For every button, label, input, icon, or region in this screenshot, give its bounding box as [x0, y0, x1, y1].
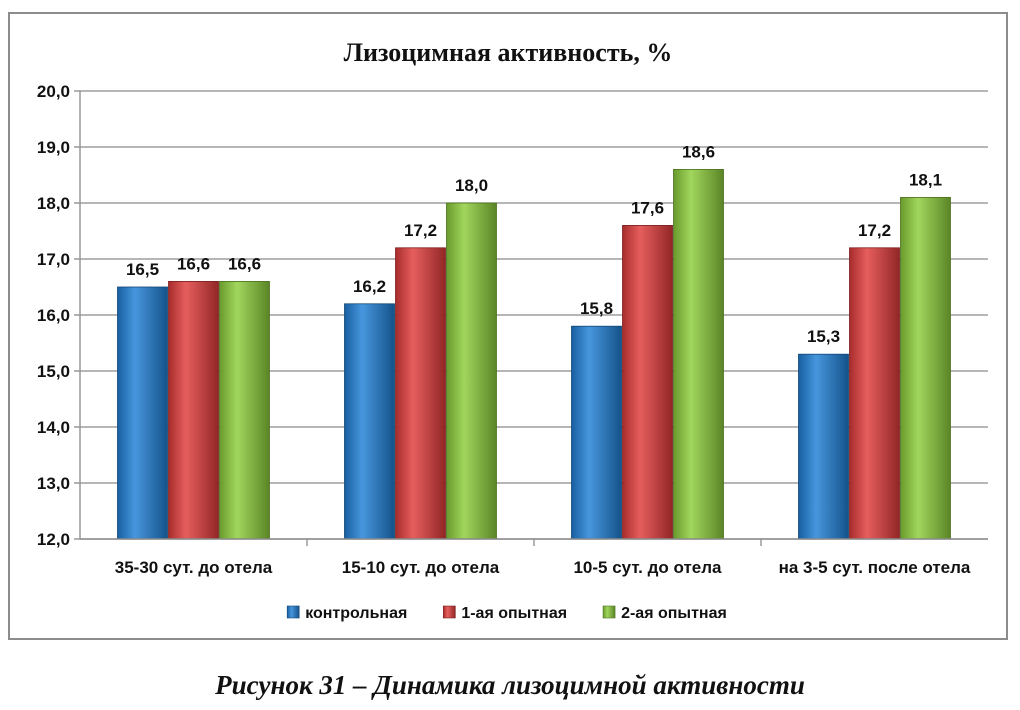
legend: контрольная 1-ая опытная 2-ая опытная	[286, 605, 727, 622]
y-tick-label: 17,0	[37, 250, 70, 269]
x-axis-categories: 35-30 сут. до отела 15-10 сут. до отела 10…	[115, 558, 971, 577]
legend-label: контрольная	[305, 605, 407, 622]
bar	[849, 247, 900, 540]
chart-title: Лизоцимная активность, %	[344, 38, 673, 67]
y-tick-label: 19,0	[37, 138, 70, 157]
chart-frame: Лизоцимная активность, % 12,0 13,0 14,0 15,…	[8, 12, 1008, 640]
bar	[622, 224, 673, 540]
legend-swatch	[602, 605, 616, 619]
x-category-label: на 3-5 сут. после отела	[779, 558, 971, 577]
y-tick-label: 12,0	[37, 530, 70, 549]
bar	[446, 202, 497, 540]
data-label: 16,6	[177, 254, 210, 273]
bar-chart: Лизоцимная активность, % 12,0 13,0 14,0 15,…	[37, 38, 988, 622]
y-tick-label: 18,0	[37, 194, 70, 213]
data-label: 16,5	[126, 260, 159, 279]
legend-label: 1-ая опытная	[461, 605, 567, 622]
y-tick-label: 20,0	[37, 82, 70, 101]
bar	[395, 247, 446, 540]
y-tick-label: 15,0	[37, 362, 70, 381]
legend-swatch	[286, 605, 300, 619]
bar	[219, 280, 270, 540]
x-category-label: 10-5 сут. до отела	[573, 558, 722, 577]
y-tick-label: 16,0	[37, 306, 70, 325]
y-tick-label: 14,0	[37, 418, 70, 437]
y-tick-label: 13,0	[37, 474, 70, 493]
bar	[900, 196, 951, 540]
data-label: 17,2	[858, 221, 891, 240]
bar	[571, 325, 622, 540]
data-label: 17,6	[631, 198, 664, 217]
legend-label: 2-ая опытная	[621, 605, 727, 622]
x-category-label: 15-10 сут. до отела	[342, 558, 500, 577]
data-label: 15,8	[580, 299, 613, 318]
bar	[168, 280, 219, 540]
bars	[117, 168, 951, 540]
bar	[344, 303, 395, 540]
bar	[798, 353, 849, 540]
data-label: 18,1	[909, 170, 942, 189]
bar	[117, 286, 168, 540]
data-label: 16,2	[353, 277, 386, 296]
legend-swatch	[443, 605, 456, 619]
data-label: 18,6	[682, 142, 715, 161]
data-label: 16,6	[228, 254, 261, 273]
data-label: 18,0	[455, 176, 488, 195]
data-label: 15,3	[807, 327, 840, 346]
data-label: 17,2	[404, 221, 437, 240]
x-category-label: 35-30 сут. до отела	[115, 558, 273, 577]
y-axis-ticks: 12,0 13,0 14,0 15,0 16,0 17,0 18,0 19,0 20,0	[37, 82, 80, 549]
data-labels: 16,5 16,6 16,6 16,2 17,2 18,0 15,8 17,6 18,6 15,3…	[126, 142, 942, 346]
bar	[673, 168, 724, 540]
axes	[79, 91, 988, 546]
figure-caption: Рисунок 31 – Динамика лизоцимной активно…	[215, 670, 805, 700]
